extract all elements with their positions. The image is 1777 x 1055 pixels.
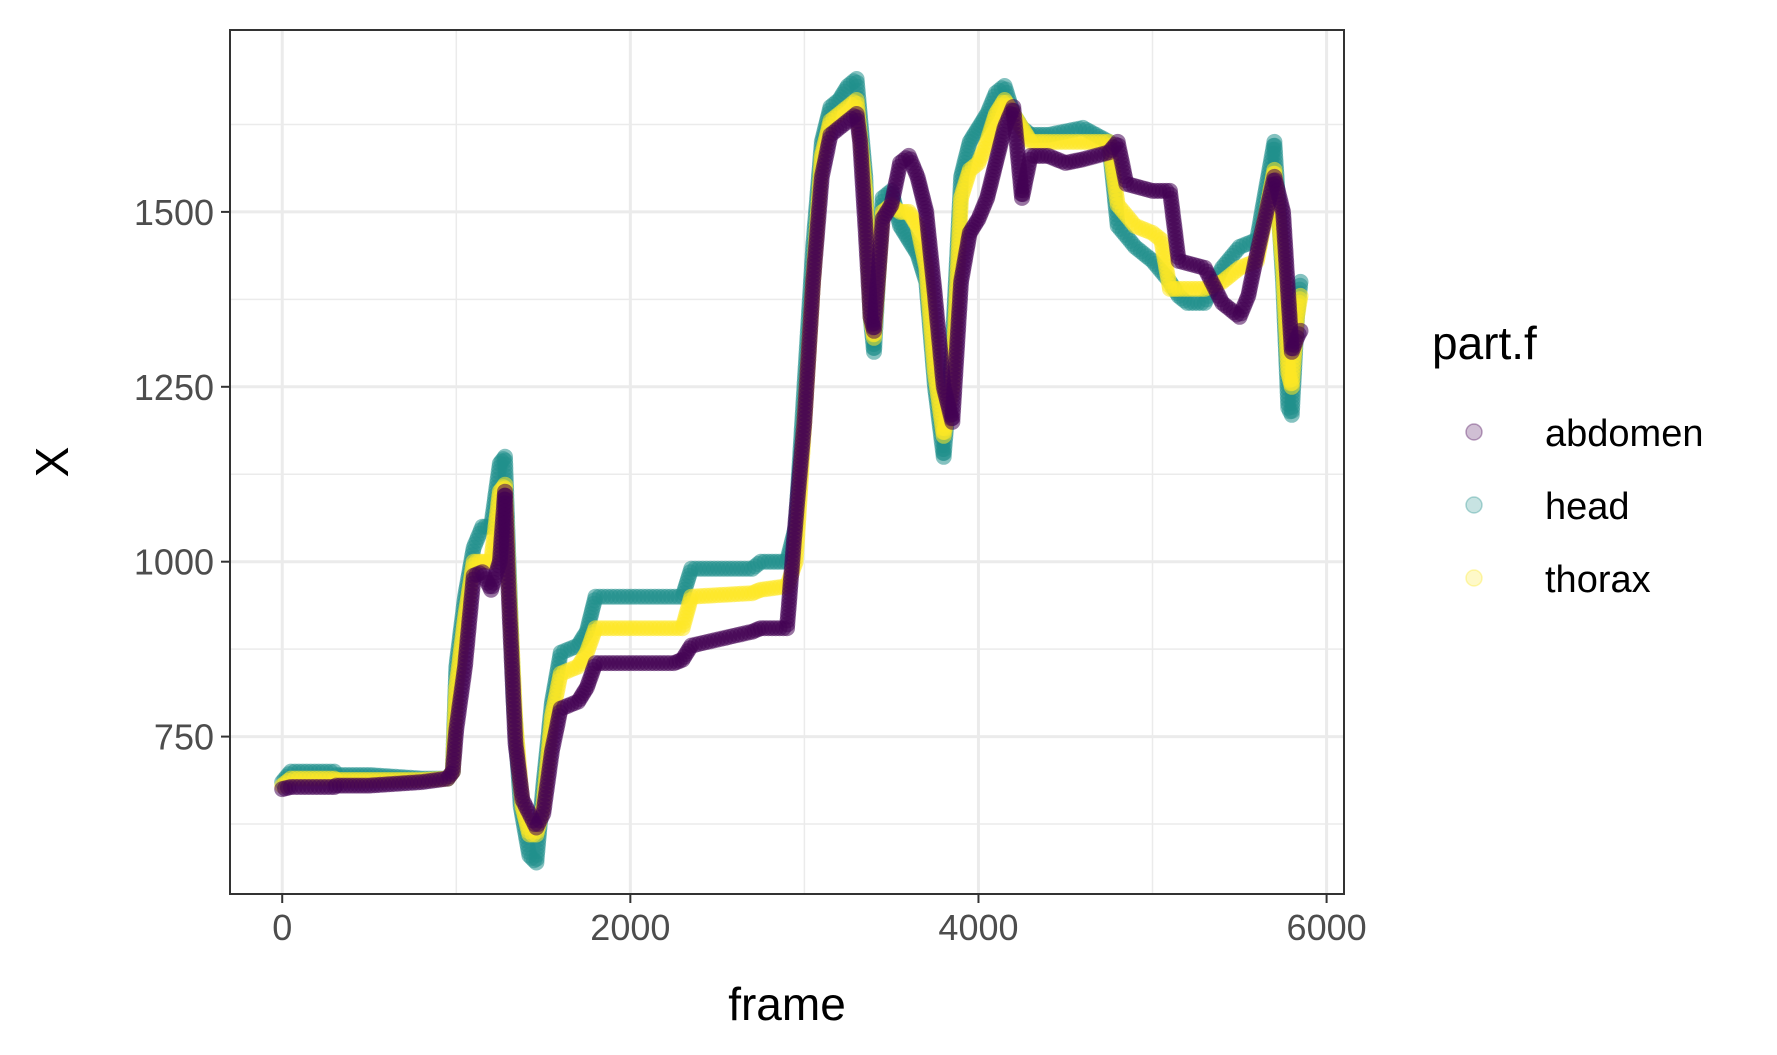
plot-panel (229, 29, 1345, 895)
legend: part.f abdomen head thorax (1432, 317, 1703, 601)
panel-background (230, 30, 1344, 894)
y-tick-label: 750 (154, 717, 214, 758)
data-point-head (1292, 273, 1309, 290)
x-tick-label: 4000 (938, 907, 1018, 948)
y-axis-title: X (26, 447, 78, 478)
legend-items: abdomen head thorax (1465, 413, 1703, 601)
legend-label-head: head (1545, 486, 1630, 528)
panel-border (229, 29, 1345, 895)
y-axis: 750 1000 1250 1500 (134, 192, 230, 758)
legend-key-thorax (1465, 569, 1483, 587)
x-axis: 0 2000 4000 6000 (272, 894, 1367, 948)
legend-item-thorax: thorax (1465, 559, 1651, 601)
data-point-abdomen (1292, 322, 1309, 339)
y-tick-label: 1250 (134, 367, 214, 408)
x-tick-label: 2000 (590, 907, 670, 948)
legend-label-abdomen: abdomen (1545, 413, 1703, 455)
legend-item-head: head (1465, 486, 1630, 528)
legend-item-abdomen: abdomen (1465, 413, 1703, 455)
legend-key-abdomen (1465, 423, 1483, 441)
x-tick-label: 0 (272, 907, 292, 948)
x-axis-title: frame (728, 978, 846, 1030)
series-abdomen (274, 99, 1309, 836)
legend-key-head (1465, 496, 1483, 514)
data-points (274, 71, 1309, 871)
y-tick-label: 1000 (134, 542, 214, 583)
legend-label-thorax: thorax (1545, 559, 1651, 601)
y-tick-label: 1500 (134, 192, 214, 233)
x-tick-label: 6000 (1287, 907, 1367, 948)
legend-title: part.f (1432, 317, 1537, 369)
